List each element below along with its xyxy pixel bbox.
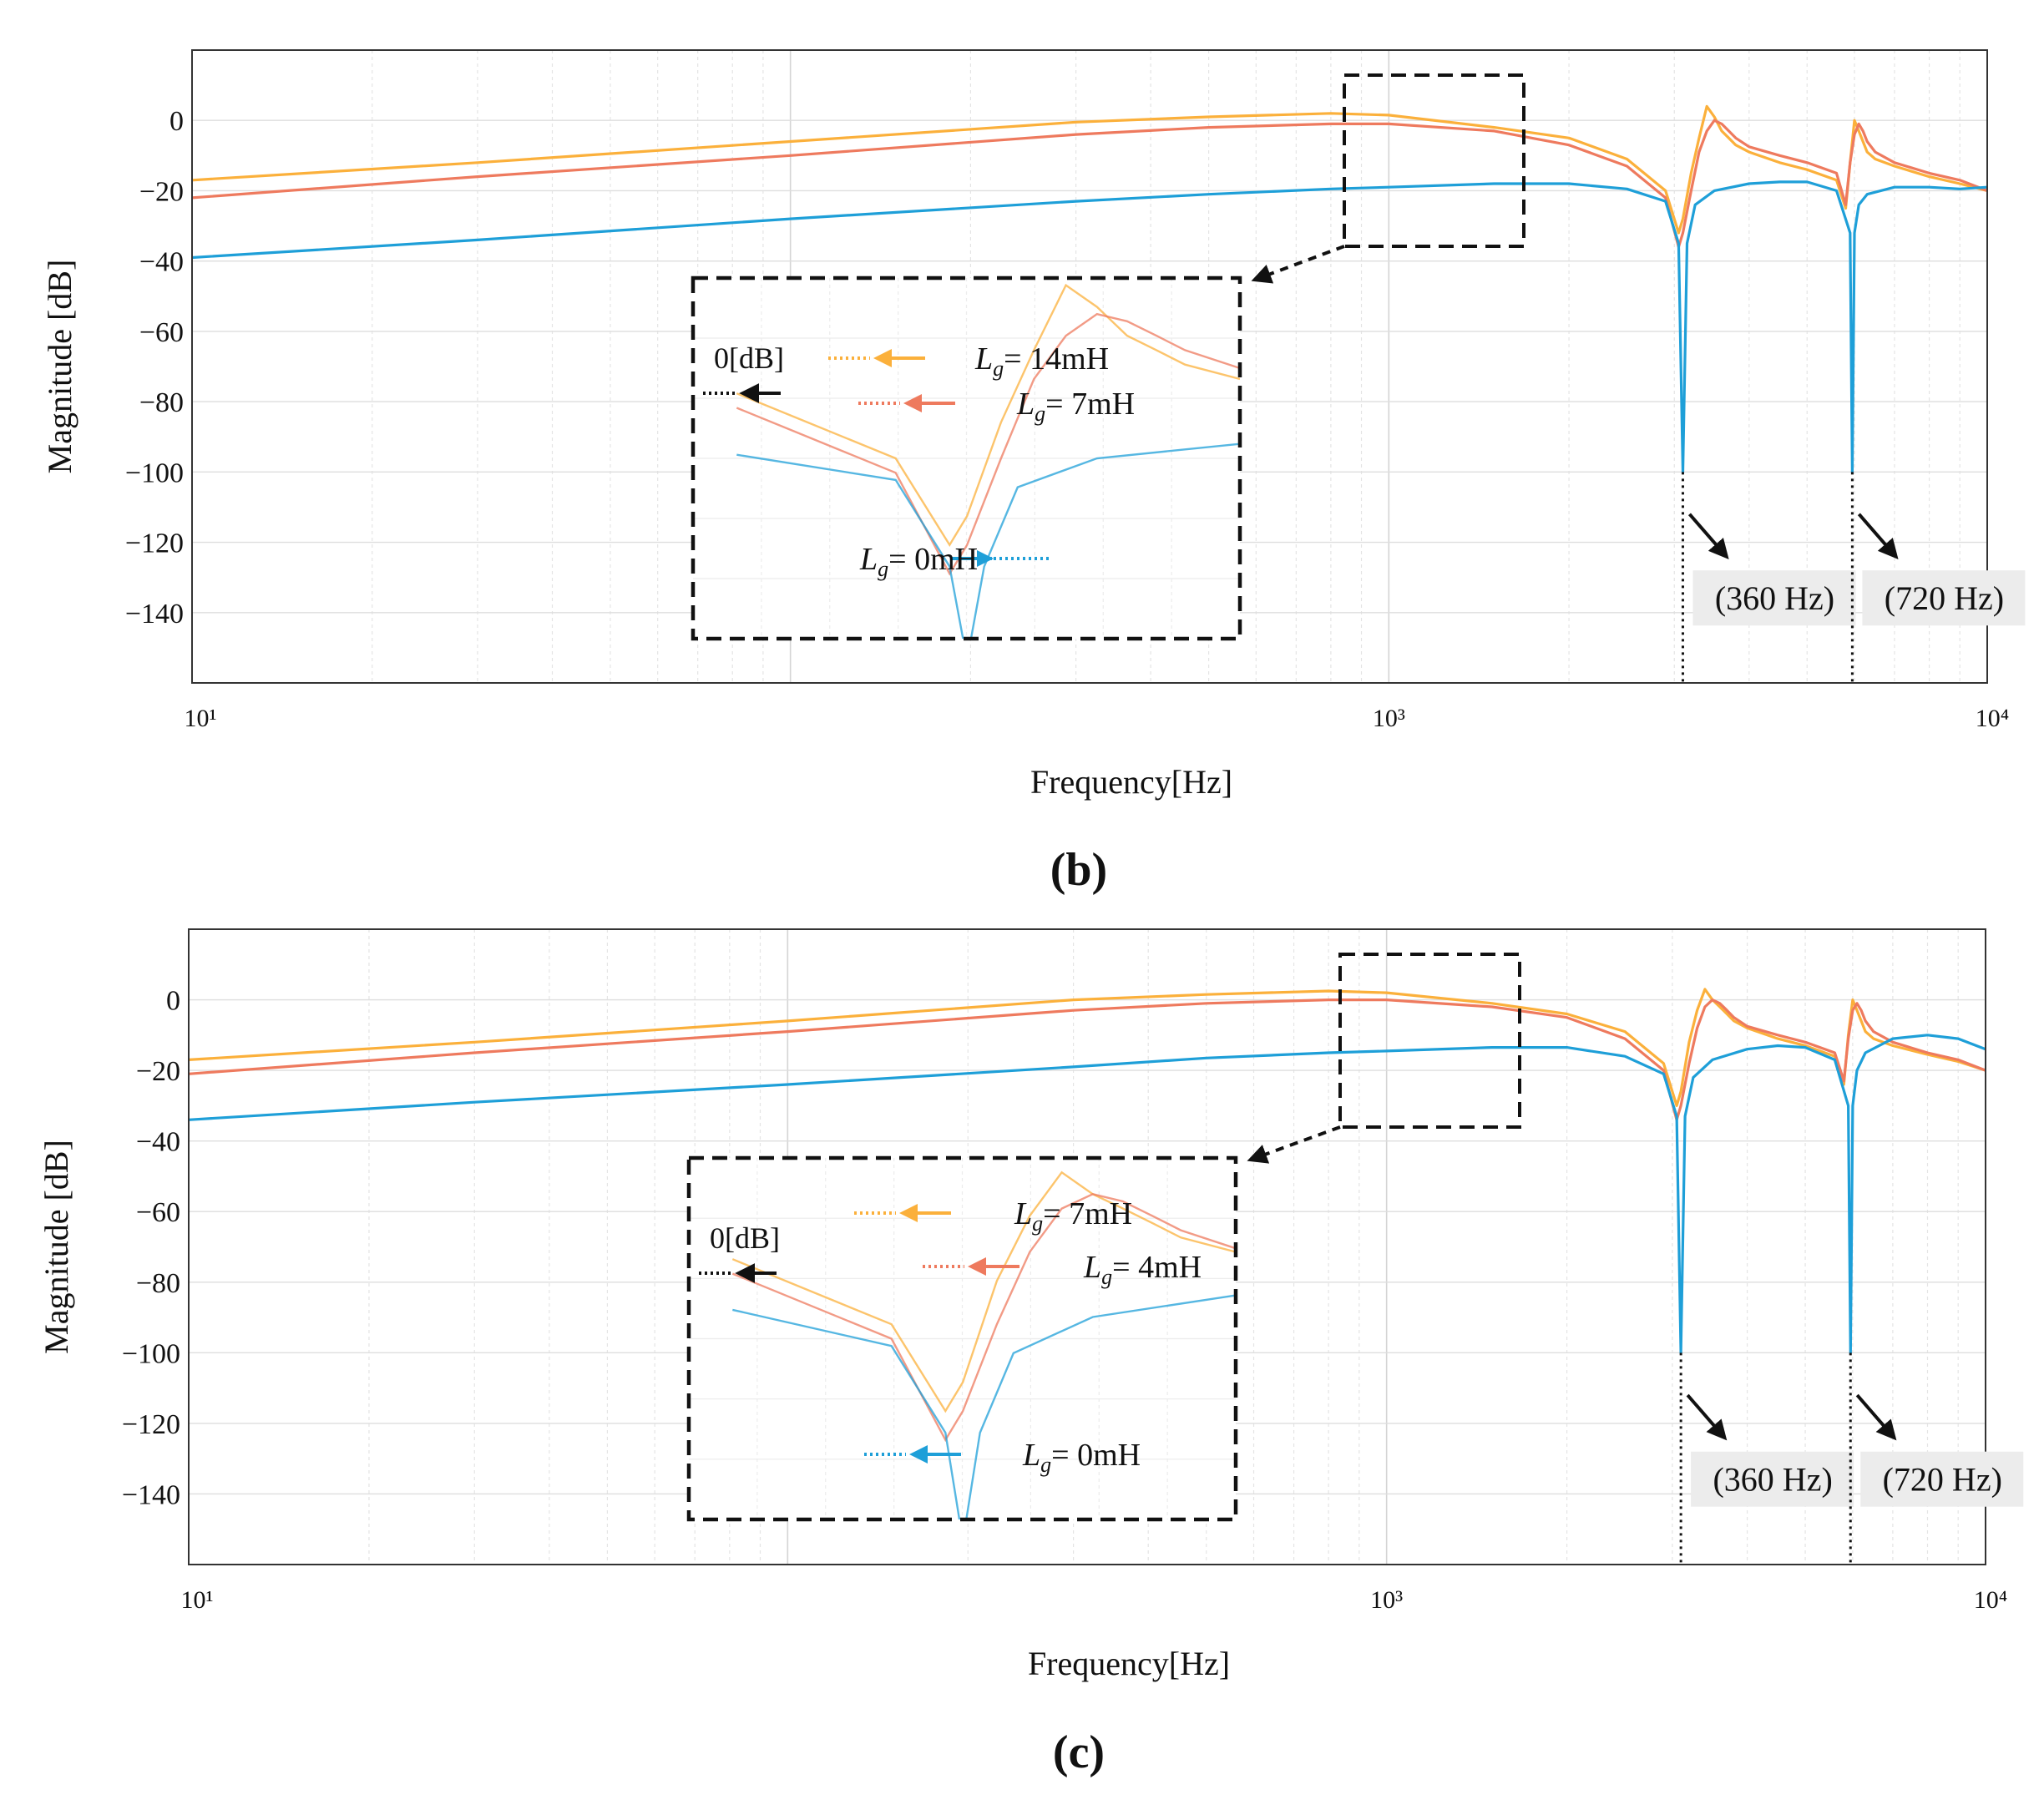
chart-b-plot-frame	[191, 49, 1988, 684]
inset-series-label: Lg= 14mH	[974, 341, 1109, 381]
series-line-lg7	[189, 988, 1986, 1107]
ytick-label: −140	[125, 599, 184, 629]
xtick-label: 10¹	[185, 705, 217, 732]
chart-b-resonance-markers: (360 Hz) (720 Hz)	[1681, 472, 2026, 683]
chart-b-zoom-box	[1251, 73, 1525, 284]
ytick-label: −120	[125, 528, 184, 559]
zoom-region-box	[1343, 73, 1525, 248]
chart-b-xtick-labels: 10¹ 10³ 10⁴	[185, 705, 2010, 732]
inset-zero-db-label: 0[dB]	[710, 1221, 780, 1255]
chart-c-xlabel: Frequency[Hz]	[1028, 1645, 1230, 1682]
resonance-arrow	[1857, 513, 1899, 560]
series-line-lg4	[189, 999, 1986, 1121]
chart-b-series	[192, 104, 1987, 473]
resonance-label-box	[1692, 570, 1856, 626]
resonance-arrow	[1855, 1393, 1897, 1441]
xtick-label: 10¹	[181, 1586, 214, 1614]
ytick-label: −40	[136, 1127, 180, 1158]
inset-series-label: Lg= 7mH	[1016, 387, 1135, 426]
ytick-label: −100	[122, 1338, 180, 1369]
chart-c-ytick-labels: 0 −20 −40 −60 −80 −100 −120 −140	[122, 986, 180, 1511]
zoom-leader-arrow	[1247, 1125, 1341, 1164]
ytick-label: −120	[122, 1409, 180, 1440]
inset-series-line-lg7	[731, 1170, 1236, 1413]
panel-c-label: (c)	[1053, 1727, 1105, 1778]
series-line-lg0	[189, 1034, 1986, 1354]
resonance-arrow	[1686, 1393, 1728, 1441]
panel-c: 0 −20 −40 −60 −80 −100 −120 −140 10¹ 10³ 10⁴ Magn…	[38, 928, 2024, 1778]
zoom-region-box	[1338, 953, 1521, 1129]
ytick-label: −140	[122, 1479, 180, 1510]
panel-b: 0 −20 −40 −60 −80 −100 −120 −140 10¹ 10³ 10⁴ Magn…	[41, 49, 2026, 896]
inset-series-label: Lg= 0mH	[859, 542, 978, 581]
inset-series-line-lg14	[736, 283, 1240, 547]
ytick-label: 0	[166, 986, 180, 1017]
inset-series-label: Lg= 4mH	[1083, 1250, 1202, 1289]
panel-b-label: (b)	[1050, 844, 1107, 896]
series-line-lg0	[192, 180, 1987, 473]
inset-label-arrowhead	[899, 1204, 918, 1222]
inset-frame	[691, 276, 1242, 641]
ytick-label: −40	[139, 247, 184, 278]
resonance-label-box	[1691, 1451, 1854, 1507]
ytick-label: −20	[139, 176, 184, 207]
chart-c-series	[189, 988, 1986, 1354]
chart-c-xtick-labels: 10¹ 10³ 10⁴	[181, 1586, 2008, 1614]
inset-label-arrowhead	[968, 1257, 986, 1276]
ytick-label: −100	[125, 458, 184, 488]
chart-c-inset: 0[dB] Lg= 7mH Lg= 4mH Lg= 0mH	[686, 1155, 1238, 1522]
inset-label-arrowhead	[873, 349, 892, 367]
chart-c-zoom-box	[1247, 953, 1521, 1164]
resonance-label: (720 Hz)	[1885, 579, 2004, 617]
inset-series-label: Lg= 7mH	[1014, 1196, 1132, 1236]
xtick-label: 10³	[1370, 1586, 1403, 1614]
resonance-label: (360 Hz)	[1715, 579, 1834, 617]
series-line-lg14	[192, 104, 1987, 235]
inset-frame	[686, 1155, 1238, 1522]
chart-b-ytick-labels: 0 −20 −40 −60 −80 −100 −120 −140	[125, 106, 184, 629]
ytick-label: −60	[139, 317, 184, 348]
ytick-label: 0	[169, 106, 184, 137]
chart-b-inset: 0[dB] Lg= 14mH Lg= 7mH Lg= 0mH	[691, 276, 1242, 641]
xtick-label: 10³	[1373, 705, 1405, 732]
resonance-label: (360 Hz)	[1713, 1461, 1832, 1499]
ytick-label: −80	[136, 1268, 180, 1299]
inset-series-line-lg7	[736, 312, 1240, 576]
xtick-label: 10⁴	[1974, 1586, 2007, 1614]
resonance-label: (720 Hz)	[1883, 1461, 2002, 1499]
chart-c-plot-frame	[188, 928, 1986, 1565]
inset-series-label: Lg= 0mH	[1022, 1438, 1141, 1477]
resonance-arrow	[1687, 513, 1729, 560]
resonance-label-box	[1860, 1451, 2024, 1507]
resonance-label-box	[1862, 570, 2026, 626]
xtick-label: 10⁴	[1976, 705, 2009, 732]
chart-c-resonance-markers: (360 Hz) (720 Hz)	[1679, 1352, 2024, 1565]
chart-b-xlabel: Frequency[Hz]	[1030, 763, 1232, 801]
inset-zero-db-label: 0[dB]	[714, 341, 784, 375]
inset-label-arrowhead	[903, 394, 922, 412]
inset-series-line-lg0	[732, 1294, 1236, 1519]
ytick-label: −20	[136, 1056, 180, 1087]
ytick-label: −60	[136, 1197, 180, 1228]
ytick-label: −80	[139, 387, 184, 418]
inset-series-line-lg0	[736, 442, 1240, 639]
inset-series-line-lg4	[731, 1193, 1236, 1443]
chart-c-ylabel: Magnitude [dB]	[38, 1140, 75, 1354]
zoom-leader-arrow	[1251, 245, 1345, 284]
chart-b-ylabel: Magnitude [dB]	[41, 260, 78, 474]
inset-label-arrowhead	[909, 1445, 928, 1464]
series-line-lg7	[192, 119, 1987, 249]
